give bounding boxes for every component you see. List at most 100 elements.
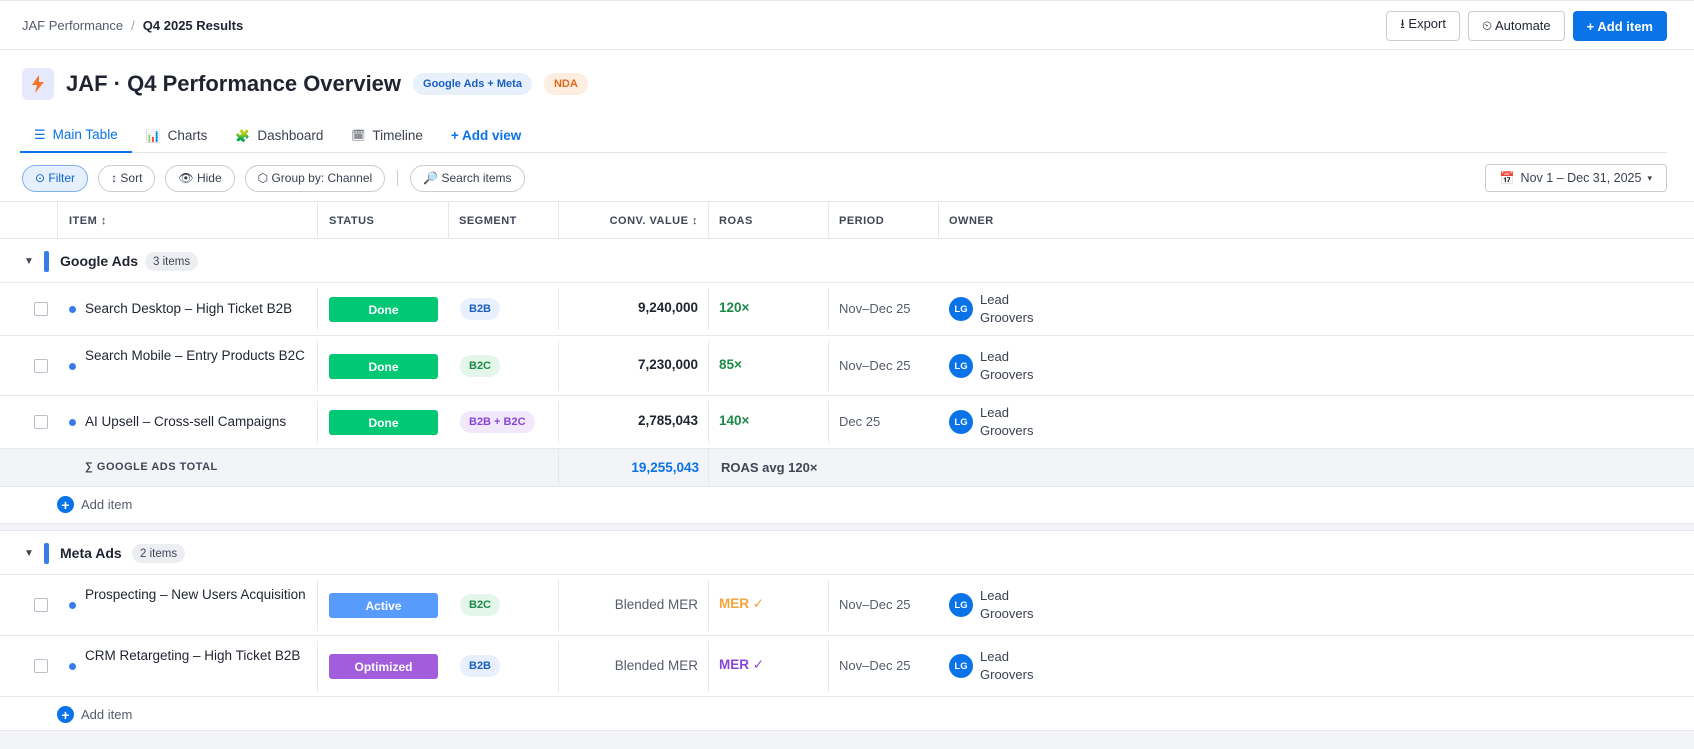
column-divider	[448, 202, 449, 238]
period-value: Nov–Dec 25	[839, 301, 911, 316]
item-name[interactable]: Prospecting – New Users Acquisition	[85, 587, 306, 602]
cell-divider	[828, 580, 829, 631]
tab-charts[interactable]: 📊 Charts	[132, 118, 222, 153]
add-item-label[interactable]: Add item	[81, 707, 133, 722]
cell-divider	[558, 580, 559, 631]
breadcrumb-root[interactable]: JAF Performance	[22, 17, 124, 33]
column-header-item[interactable]: ITEM ↕	[69, 214, 107, 227]
channels-tag: Google Ads + Meta	[413, 73, 532, 95]
column-header-roas[interactable]: ROAS	[719, 214, 753, 227]
add-item-row[interactable]: + Add item	[0, 697, 1694, 733]
status-badge[interactable]: Done	[329, 410, 438, 435]
column-header-owner[interactable]: OWNER	[949, 214, 994, 227]
avatar[interactable]: LG	[949, 654, 973, 678]
row-checkbox[interactable]	[34, 659, 48, 673]
item-name[interactable]: CRM Retargeting – High Ticket B2B	[85, 648, 301, 663]
cell-divider	[317, 580, 318, 631]
board-header: JAF · Q4 Performance Overview Google Ads…	[22, 68, 588, 100]
table-row[interactable]: Search Desktop – High Ticket B2B Done B2…	[0, 283, 1694, 336]
table-row[interactable]: CRM Retargeting – High Ticket B2B Optimi…	[0, 636, 1694, 697]
status-badge[interactable]: Done	[329, 297, 438, 322]
item-name[interactable]: Search Desktop – High Ticket B2B	[85, 301, 293, 316]
view-tabs: ☰ Main Table 📊 Charts 🧩 Dashboard 🗓 Time…	[20, 118, 1667, 153]
puzzle-icon: 🧩	[235, 128, 251, 143]
cell-divider	[558, 401, 559, 443]
add-item-label[interactable]: Add item	[81, 497, 133, 512]
row-checkbox[interactable]	[34, 302, 48, 316]
segment-tag: B2B	[460, 655, 501, 677]
cell-divider	[828, 641, 829, 692]
item-dot	[69, 663, 76, 670]
cell-divider	[828, 341, 829, 391]
nda-tag: NDA	[543, 73, 588, 95]
add-item-button[interactable]: + Add item	[1572, 11, 1667, 41]
tab-label: Main Table	[52, 127, 118, 142]
tab-label: Dashboard	[257, 128, 324, 143]
table-row[interactable]: AI Upsell – Cross-sell Campaigns Done B2…	[0, 396, 1694, 449]
group-total-row: ∑ GOOGLE ADS TOTAL 19,255,043 ROAS avg 1…	[0, 449, 1694, 487]
column-header-status[interactable]: STATUS	[329, 214, 375, 227]
list-icon: ☰	[34, 126, 46, 142]
collapse-caret-icon[interactable]: ▼	[24, 256, 34, 267]
tab-timeline[interactable]: 🗓 Timeline	[337, 118, 436, 153]
status-badge[interactable]: Optimized	[329, 654, 438, 679]
table-footer-area	[0, 730, 1694, 749]
avatar[interactable]: LG	[949, 354, 973, 378]
cell-divider	[317, 288, 318, 330]
segment-tag: B2B + B2C	[460, 411, 535, 433]
roas-value: 85×	[719, 357, 742, 372]
filter-button[interactable]: ⊙ Filter	[22, 164, 89, 192]
roas-value: MER ✓	[719, 657, 765, 672]
automate-button[interactable]: ⏲ Automate	[1467, 11, 1565, 41]
chart-icon: 📊	[145, 128, 161, 143]
date-range-picker[interactable]: 📅 Nov 1 – Dec 31, 2025 ▾	[1484, 164, 1667, 192]
hide-button[interactable]: 👁 Hide	[165, 164, 235, 192]
cell-divider	[708, 288, 709, 330]
calendar-icon: 🗓	[351, 130, 366, 142]
breadcrumb-current: Q4 2025 Results	[142, 17, 244, 33]
status-badge[interactable]: Done	[329, 354, 438, 379]
column-divider	[558, 202, 559, 238]
row-checkbox[interactable]	[34, 415, 48, 429]
owner-name: Lead Groovers	[980, 292, 1034, 325]
segment-tag: B2C	[460, 355, 501, 377]
owner-name: Lead Groovers	[980, 588, 1034, 621]
tab-label: Charts	[167, 128, 208, 143]
avatar[interactable]: LG	[949, 410, 973, 434]
cell-divider	[558, 341, 559, 391]
status-badge[interactable]: Active	[329, 593, 438, 618]
column-header-period[interactable]: PERIOD	[839, 214, 885, 227]
search-items-button[interactable]: 🔎 Search items	[410, 164, 525, 192]
group-header-google-ads[interactable]: ▼ Google Ads 3 items	[0, 239, 1694, 283]
export-button[interactable]: ⭳ Export	[1386, 11, 1460, 41]
cell-divider	[708, 641, 709, 692]
segment-tag: B2C	[460, 594, 501, 616]
table-row[interactable]: Prospecting – New Users Acquisition Acti…	[0, 575, 1694, 636]
item-name[interactable]: AI Upsell – Cross-sell Campaigns	[85, 414, 287, 429]
group-header-meta-ads[interactable]: ▼ Meta Ads 2 items	[0, 531, 1694, 575]
item-name[interactable]: Search Mobile – Entry Products B2C	[85, 348, 305, 363]
column-header-segment[interactable]: SEGMENT	[459, 214, 517, 227]
page-title: JAF · Q4 Performance Overview	[66, 71, 402, 96]
group-by-button[interactable]: ⬡ Group by: Channel	[244, 164, 386, 192]
avatar[interactable]: LG	[949, 593, 973, 617]
collapse-caret-icon[interactable]: ▼	[24, 548, 34, 559]
plus-circle-icon[interactable]: +	[57, 706, 74, 723]
column-header-conv-value[interactable]: CONV. VALUE ↕	[609, 214, 698, 227]
cell-divider	[828, 401, 829, 443]
toolbar-divider	[397, 170, 399, 186]
row-checkbox[interactable]	[34, 359, 48, 373]
top-bar: JAF Performance / Q4 2025 Results ⭳ Expo…	[0, 0, 1694, 50]
owner-name: Lead Groovers	[980, 649, 1034, 682]
table-row[interactable]: Search Mobile – Entry Products B2C Done …	[0, 336, 1694, 396]
add-item-row[interactable]: + Add item	[0, 487, 1694, 523]
tab-dashboard[interactable]: 🧩 Dashboard	[221, 118, 337, 153]
plus-circle-icon[interactable]: +	[57, 496, 74, 513]
total-roas: ROAS avg 120×	[721, 460, 818, 475]
tab-main-table[interactable]: ☰ Main Table	[20, 118, 132, 153]
sort-button[interactable]: ↕ Sort	[98, 164, 156, 192]
add-view-tab[interactable]: + Add view	[450, 128, 522, 143]
avatar[interactable]: LG	[949, 297, 973, 321]
cell-divider	[558, 288, 559, 330]
row-checkbox[interactable]	[34, 598, 48, 612]
